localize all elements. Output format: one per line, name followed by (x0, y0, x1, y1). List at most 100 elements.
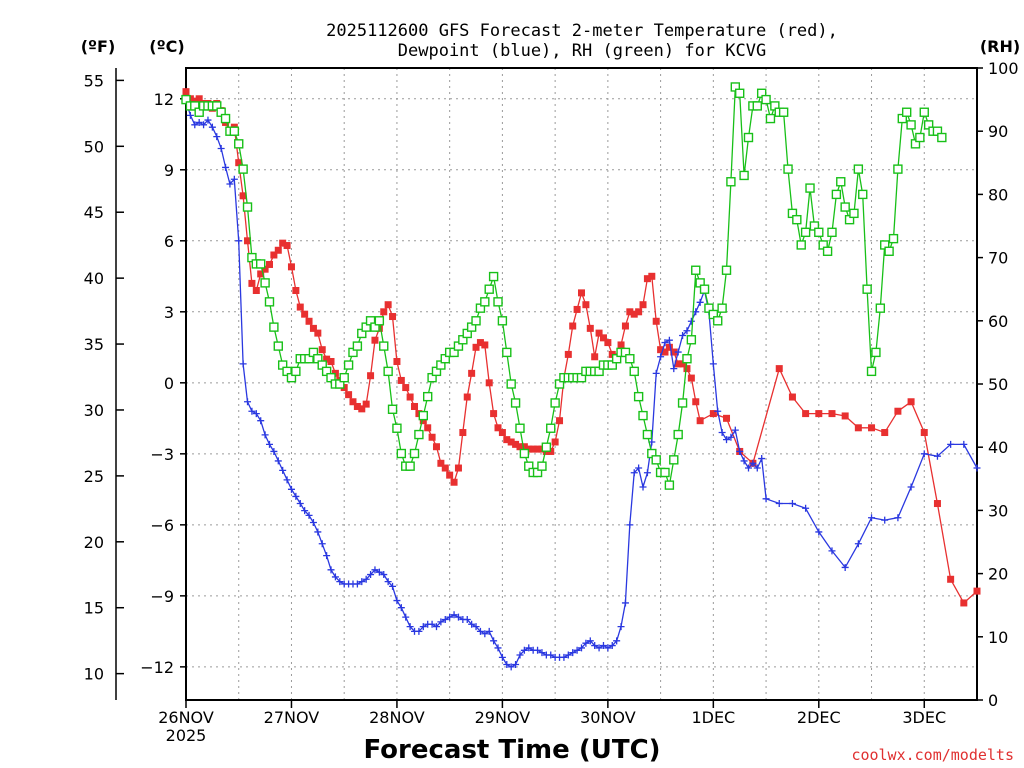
dewpoint-point (389, 582, 397, 590)
dewpoint-point (476, 627, 484, 635)
temperature-point (687, 374, 695, 382)
dewpoint-point (753, 464, 761, 472)
dewpoint-point (204, 116, 212, 124)
dewpoint-point (665, 336, 673, 344)
dewpoint-point (503, 660, 511, 668)
rh-point (418, 410, 428, 421)
dewpoint-point (226, 180, 234, 188)
rh-tick-label: 100 (988, 59, 1019, 78)
dewpoint-point (419, 623, 427, 631)
temperature-point (362, 400, 370, 408)
temperature-point (424, 424, 432, 432)
rh-point (717, 303, 727, 313)
dewpoint-point (560, 653, 568, 661)
rh-point (510, 398, 521, 408)
dewpoint-point (736, 447, 744, 455)
celsius-tick-label: −3 (150, 445, 174, 464)
dewpoint-point (933, 452, 941, 460)
temperature-point (389, 313, 397, 321)
temperature-point (353, 402, 361, 410)
fahrenheit-tick-label: 15 (84, 599, 104, 618)
chart-title-line1: 2025112600 GFS Forecast 2-meter Temperat… (326, 21, 838, 41)
dewpoint-point (428, 620, 436, 628)
dewpoint-point (257, 417, 265, 425)
rh-point (682, 354, 692, 364)
rh-point (862, 284, 872, 294)
fahrenheit-unit-label: (ºF) (81, 37, 116, 56)
rh-tick-label: 20 (988, 565, 1008, 584)
rh-point (901, 107, 912, 117)
temperature-point (314, 329, 322, 337)
rh-point (291, 366, 301, 377)
dewpoint-point (595, 644, 603, 652)
temperature-point (432, 443, 440, 451)
rh-point (506, 379, 516, 389)
rh-point (673, 429, 683, 440)
temperature-point (345, 391, 353, 399)
rh-point (220, 113, 231, 124)
dewpoint-point (309, 518, 317, 526)
dewpoint-point (213, 133, 221, 141)
temperature-point (472, 343, 480, 351)
rh-point (664, 480, 675, 490)
dewpoint-point (454, 613, 462, 621)
rh-point (471, 316, 481, 326)
rh-point (866, 366, 877, 377)
dewpoint-point (353, 580, 361, 588)
rh-point (537, 461, 547, 471)
rh-point (713, 316, 723, 326)
temperature-point (933, 500, 941, 508)
rh-point (888, 233, 899, 244)
celsius-tick-label: 12 (154, 90, 174, 109)
temperature-point (648, 272, 656, 280)
temperature-point (723, 414, 731, 422)
rh-point (387, 404, 398, 414)
rh-point (849, 208, 859, 219)
rh-point (761, 94, 771, 105)
temperature-point (252, 287, 260, 295)
rh-point (699, 284, 710, 294)
dewpoint-point (744, 464, 752, 472)
dewpoint-point (292, 492, 300, 500)
dewpoint-point (485, 627, 493, 635)
dewpoint-point (696, 298, 704, 306)
rh-point (743, 132, 754, 143)
temperature-point (907, 398, 915, 406)
temperature-point (446, 471, 454, 479)
dewpoint-point (270, 447, 278, 455)
fahrenheit-tick-label: 40 (84, 269, 104, 288)
rh-tick-label: 0 (988, 691, 998, 710)
temperature-point (947, 575, 955, 583)
dewpoint-point (314, 528, 322, 536)
dewpoint-point (516, 651, 524, 659)
rh-point (906, 120, 916, 130)
rh-point (871, 347, 881, 358)
rh-point (792, 214, 802, 225)
temperature-point (692, 398, 700, 406)
dewpoint-point (217, 144, 225, 152)
temperature-point (459, 429, 467, 437)
rh-point (480, 297, 490, 307)
dewpoint-point (626, 521, 634, 529)
dewpoint-point (534, 646, 542, 654)
rh-point (629, 366, 639, 377)
temperature-point (265, 260, 273, 268)
temperature-point (454, 464, 462, 472)
x-tick-label: 29NOV (475, 708, 531, 727)
celsius-tick-label: 6 (164, 232, 174, 251)
dewpoint-point (384, 578, 392, 586)
temperature-point (257, 270, 265, 278)
temperature-point (406, 393, 414, 401)
temperature-point (441, 464, 449, 472)
temperature-point (670, 348, 678, 356)
rh-point (343, 360, 354, 370)
temperature-point (569, 322, 577, 330)
rh-point (422, 391, 433, 402)
temperature-point (960, 599, 968, 607)
rh-point (484, 284, 494, 294)
rh-point (669, 455, 679, 465)
rh-point (546, 423, 556, 433)
celsius-tick-label: 9 (164, 161, 174, 180)
dewpoint-point (868, 514, 876, 522)
dewpoint-point (621, 599, 629, 607)
